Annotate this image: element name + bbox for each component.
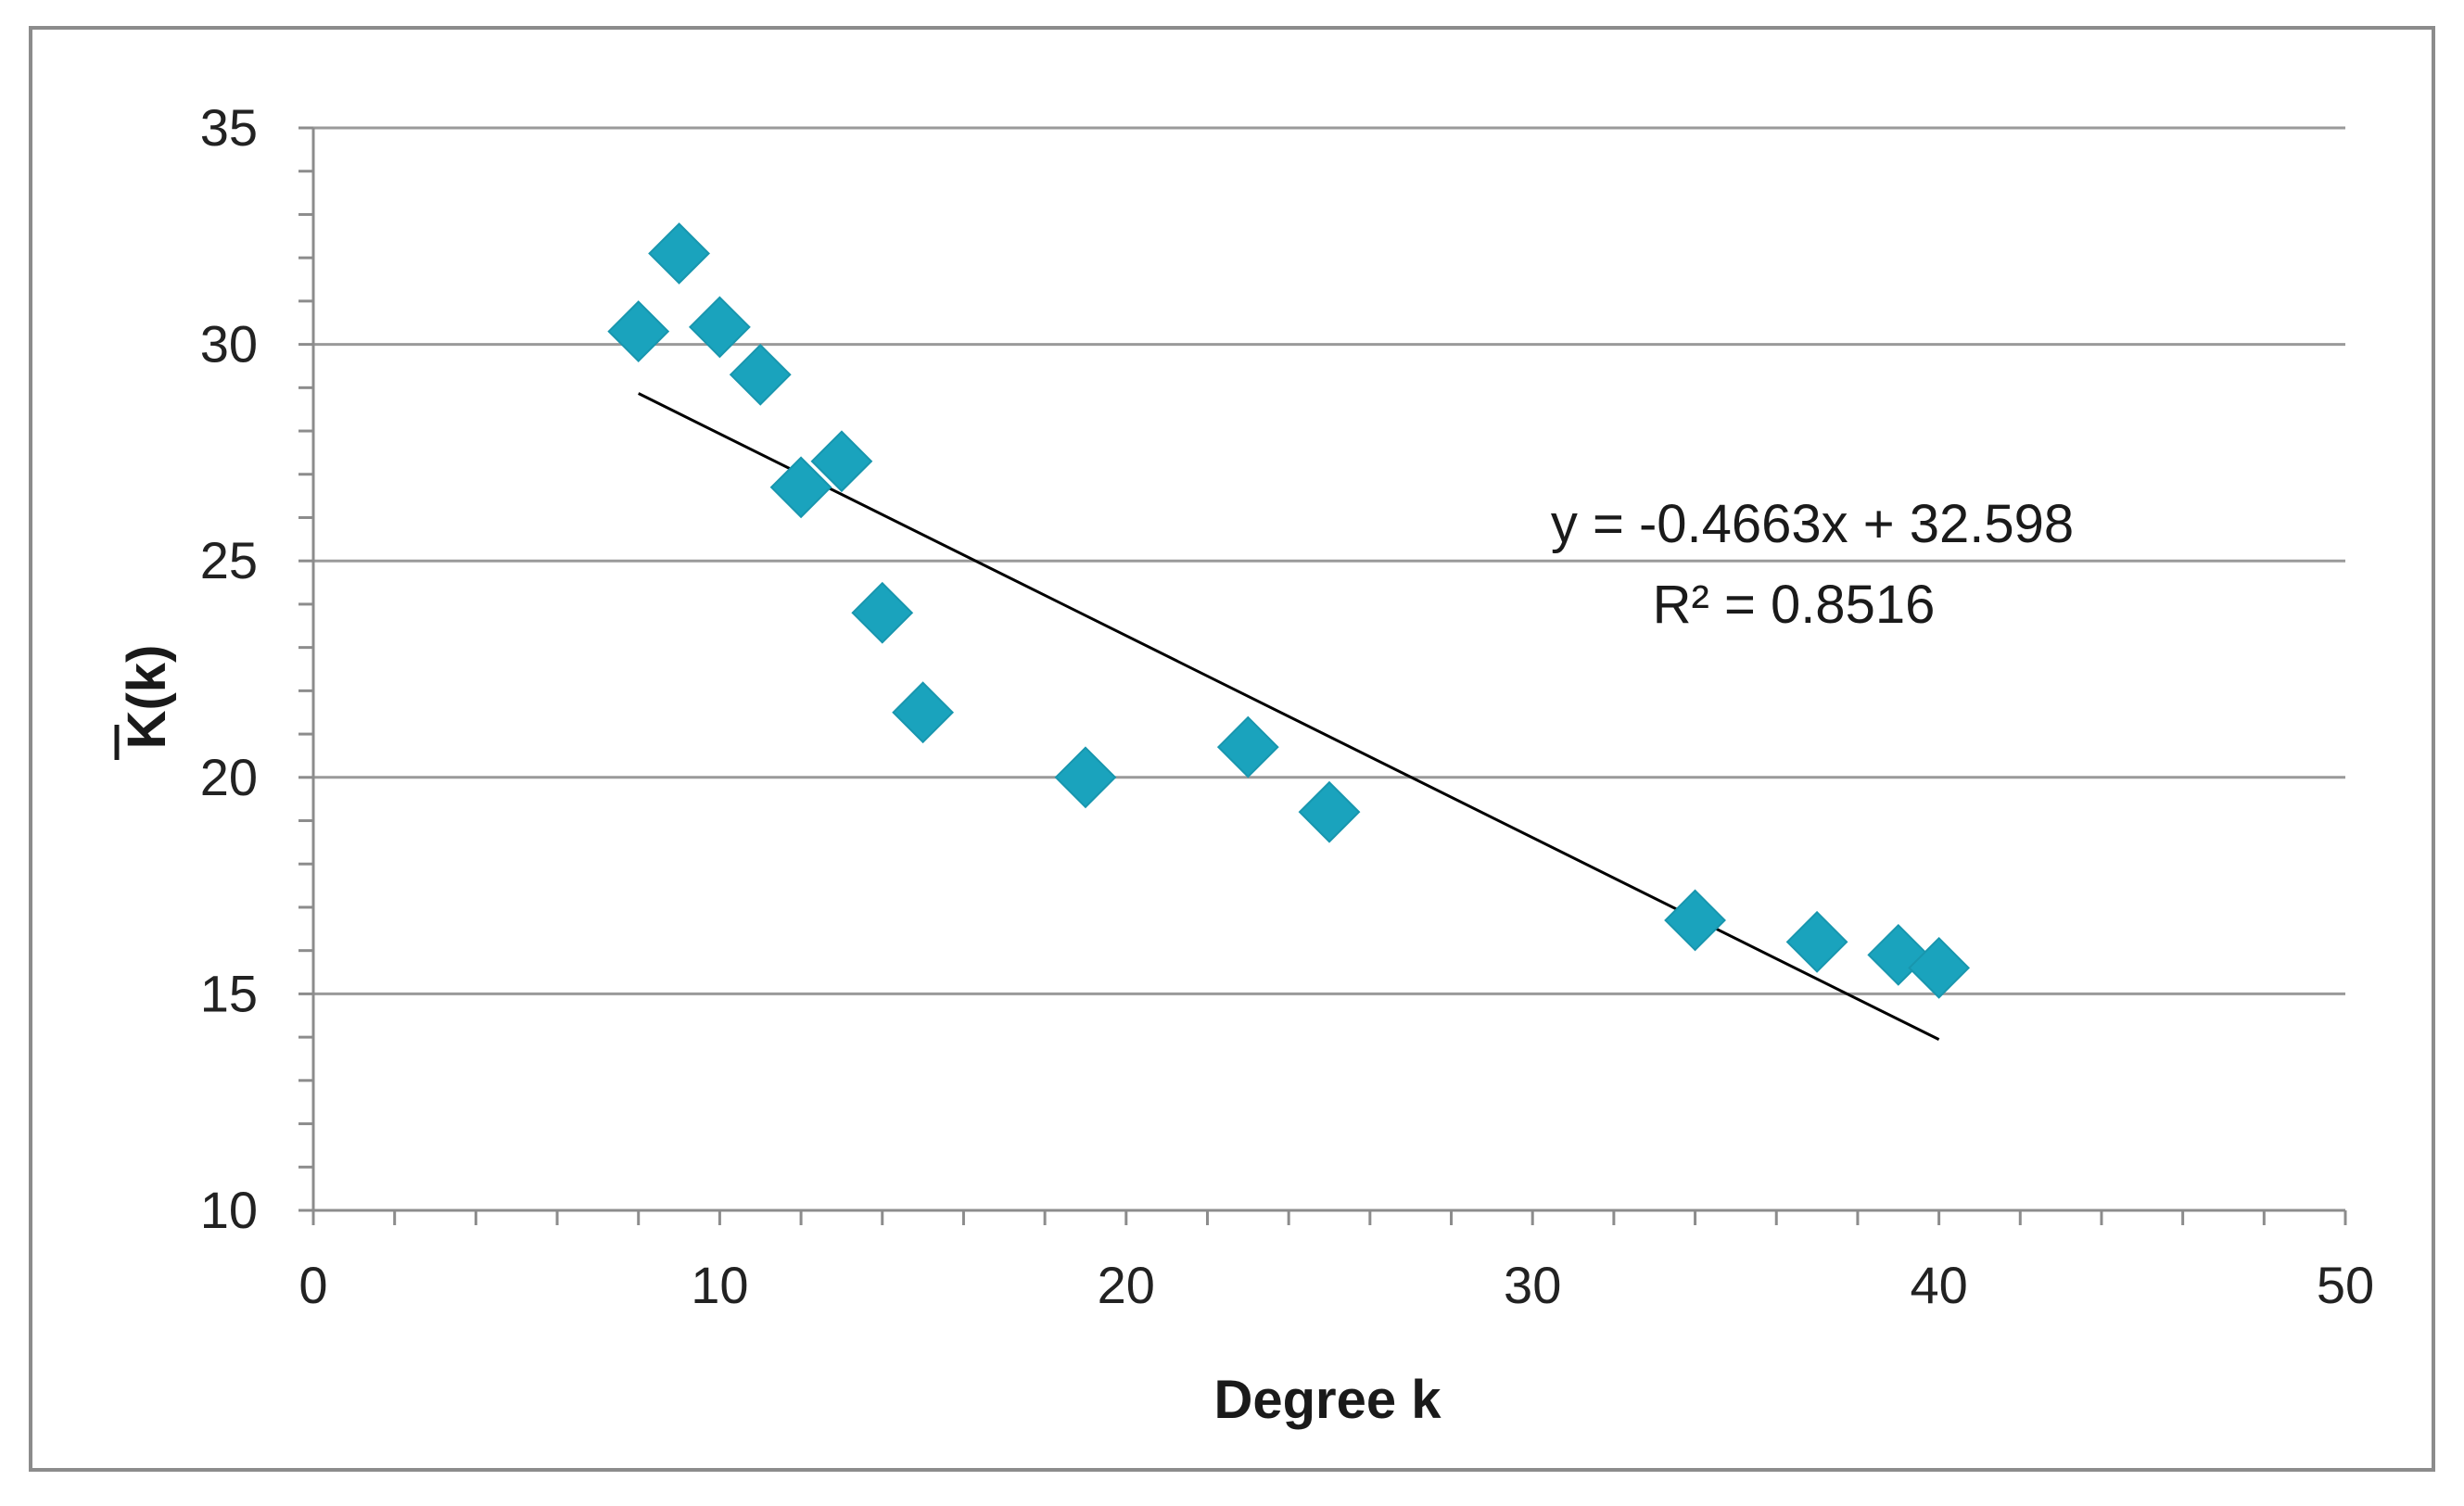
- data-point-14: [1908, 936, 1971, 999]
- y-tick-label-25: 25: [200, 531, 258, 589]
- gridlines: [313, 126, 2345, 995]
- y-tick-label-10: 10: [200, 1181, 258, 1239]
- x-tick-label-50: 50: [2317, 1256, 2374, 1314]
- x-tick-label-40: 40: [1910, 1256, 1967, 1314]
- data-point-12: [1785, 910, 1848, 973]
- y-axis-title-group: K(k): [114, 645, 177, 760]
- data-point-11: [1664, 889, 1726, 952]
- data-point-4: [769, 456, 832, 519]
- y-axis-title: K(k): [117, 645, 177, 750]
- x-tick-label-10: 10: [691, 1256, 748, 1314]
- x-tick-label-20: 20: [1098, 1256, 1155, 1314]
- data-point-2: [688, 296, 751, 359]
- data-point-1: [648, 222, 710, 285]
- trendline-group: [638, 392, 1940, 1041]
- data-points: [607, 222, 1971, 999]
- data-point-7: [892, 681, 955, 744]
- x-tick-label-0: 0: [298, 1256, 327, 1314]
- y-tick-label-20: 20: [200, 748, 258, 806]
- r-squared-label: R² = 0.8516: [1653, 575, 1936, 635]
- y-tick-label-35: 35: [200, 98, 258, 157]
- data-point-9: [1216, 715, 1279, 778]
- data-point-8: [1054, 746, 1117, 809]
- axis-labels: 10 15 20 25 30 35 0 10 20 30 40 50: [200, 98, 2374, 1314]
- y-tick-label-15: 15: [200, 964, 258, 1022]
- y-tick-label-30: 30: [200, 315, 258, 373]
- data-point-6: [851, 581, 914, 644]
- data-point-3: [729, 343, 792, 406]
- data-point-10: [1298, 780, 1361, 843]
- data-point-5: [810, 430, 873, 493]
- x-axis-title: Degree k: [1213, 1370, 1442, 1430]
- trendline-equation: y = -0.4663x + 32.598: [1551, 494, 2074, 554]
- trendline: [638, 392, 1940, 1041]
- data-point-0: [607, 300, 670, 362]
- axes: [298, 126, 2347, 1225]
- x-tick-label-30: 30: [1504, 1256, 1561, 1314]
